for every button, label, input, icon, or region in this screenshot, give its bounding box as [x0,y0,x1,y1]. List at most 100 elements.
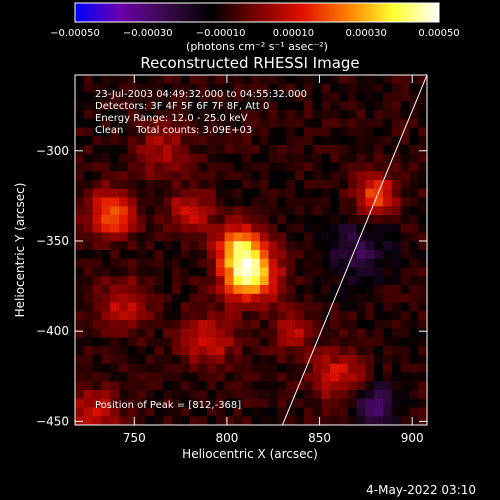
heatmap-cell [224,381,234,391]
heatmap-cell [215,101,225,111]
heatmap-cell [409,127,419,137]
heatmap-cell [330,101,340,111]
heatmap-cell [171,250,181,260]
heatmap-cell [215,320,225,330]
heatmap-cell [400,153,410,163]
heatmap-cell [215,381,225,391]
heatmap-cell [391,267,401,277]
heatmap-cell [198,241,208,251]
heatmap-cell [233,293,243,303]
heatmap-cell [374,188,384,198]
heatmap-cell [224,285,234,295]
heatmap-cell [110,206,120,216]
heatmap-cell [207,390,217,400]
heatmap-cell [268,118,278,128]
heatmap-cell [198,311,208,321]
heatmap-cell [110,311,120,321]
heatmap-cell [330,416,340,425]
heatmap-cell [92,267,102,277]
heatmap-cell [268,232,278,242]
heatmap-cell [233,162,243,172]
heatmap-cell [400,337,410,347]
heatmap-cell [171,416,181,425]
heatmap-cell [374,145,384,155]
heatmap-cell [391,92,401,102]
heatmap-cell [136,75,146,85]
heatmap-cell [339,250,349,260]
heatmap-cell [136,372,146,382]
heatmap-cell [330,250,340,260]
heatmap-cell [383,145,393,155]
heatmap-cell [409,232,419,242]
heatmap-cell [83,232,93,242]
heatmap-cell [215,355,225,365]
heatmap-cell [92,153,102,163]
heatmap-cell [400,293,410,303]
heatmap-cell [92,337,102,347]
heatmap-cell [295,293,305,303]
heatmap-cell [83,390,93,400]
heatmap-cell [224,328,234,338]
heatmap-cell [321,398,331,408]
heatmap-cell [418,337,427,347]
heatmap-cell [110,293,120,303]
heatmap-cell [286,285,296,295]
heatmap-cell [198,110,208,120]
heatmap-cell [215,407,225,417]
heatmap-cell [171,145,181,155]
heatmap-cell [233,372,243,382]
heatmap-cell [75,92,85,102]
heatmap-cell [409,337,419,347]
heatmap-cell [207,355,217,365]
heatmap-cell [110,153,120,163]
heatmap-cell [75,355,85,365]
heatmap-cell [145,215,155,225]
heatmap-cell [277,267,287,277]
heatmap-cell [286,136,296,146]
heatmap-cell [339,302,349,312]
heatmap-cell [251,320,261,330]
heatmap-cell [101,127,111,137]
heatmap-cell [127,136,137,146]
heatmap-cell [101,75,111,85]
heatmap-cell [303,302,313,312]
heatmap-cell [119,180,129,190]
heatmap-cell [409,197,419,207]
heatmap-cell [224,355,234,365]
heatmap-cell [198,267,208,277]
heatmap-cell [215,223,225,233]
heatmap-cell [277,83,287,93]
heatmap-cell [224,110,234,120]
heatmap-cell [215,311,225,321]
heatmap-cell [127,320,137,330]
heatmap-cell [242,390,252,400]
heatmap-cell [180,276,190,286]
heatmap-cell [321,355,331,365]
heatmap-cell [303,223,313,233]
heatmap-cell [119,215,129,225]
heatmap-cell [154,215,164,225]
heatmap-cell [163,127,173,137]
heatmap-cell [347,258,357,268]
heatmap-cell [321,416,331,425]
heatmap-cell [383,241,393,251]
heatmap-cell [101,416,111,425]
heatmap-cell [365,267,375,277]
heatmap-cell [339,110,349,120]
heatmap-cell [233,127,243,137]
heatmap-cell [145,311,155,321]
heatmap-cell [303,398,313,408]
heatmap-cell [268,355,278,365]
heatmap-cell [268,276,278,286]
heatmap-cell [180,346,190,356]
heatmap-cell [207,250,217,260]
heatmap-cell [295,302,305,312]
heatmap-cell [365,293,375,303]
heatmap-cell [180,372,190,382]
heatmap-cell [145,180,155,190]
heatmap-cell [400,136,410,146]
heatmap-cell [127,145,137,155]
heatmap-cell [75,162,85,172]
heatmap-cell [83,118,93,128]
heatmap-cell [391,416,401,425]
